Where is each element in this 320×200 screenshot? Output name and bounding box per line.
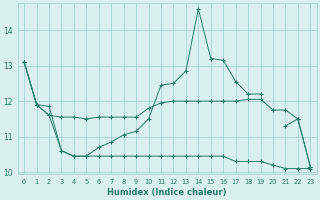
X-axis label: Humidex (Indice chaleur): Humidex (Indice chaleur) [108,188,227,197]
